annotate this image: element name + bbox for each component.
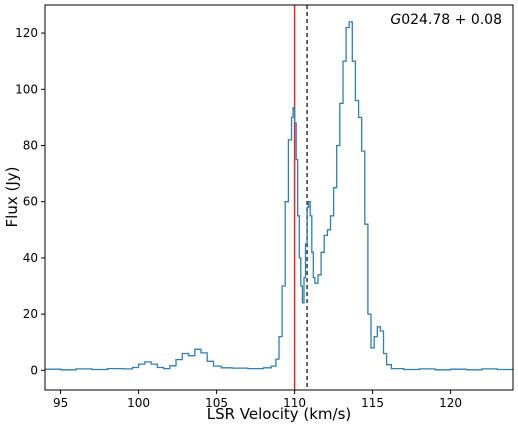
source-annotation: G024.78 + 0.08 (390, 12, 502, 28)
x-axis-ticks: 95 100 105 110 115 120 (53, 390, 462, 410)
y-tick-label: 40 (23, 251, 38, 265)
y-tick-label: 80 (23, 139, 38, 153)
y-tick-label: 120 (15, 26, 38, 40)
plot-frame (44, 4, 514, 391)
y-tick-label: 0 (30, 363, 38, 377)
x-tick-label: 95 (53, 396, 68, 410)
flux-spectrum-line (45, 21, 514, 371)
y-tick-label: 60 (23, 195, 38, 209)
x-tick-label: 110 (283, 396, 306, 410)
series-layer (45, 21, 514, 371)
x-tick-label: 105 (205, 396, 228, 410)
x-tick-label: 120 (439, 396, 462, 410)
y-tick-label: 20 (23, 307, 38, 321)
annotation-text: 024.78 + 0.08 (401, 12, 502, 28)
y-axis-ticks: 0 20 40 60 80 100 120 (15, 26, 45, 377)
y-tick-label: 100 (15, 82, 38, 96)
y-axis-title: Flux (Jy) (3, 167, 21, 228)
x-tick-label: 115 (361, 396, 384, 410)
x-axis-title: LSR Velocity (km/s) (207, 405, 352, 423)
plot-background (45, 5, 513, 390)
x-tick-label: 100 (127, 396, 150, 410)
annotation-prefix: G (390, 12, 401, 28)
reference-lines (293, 5, 308, 390)
